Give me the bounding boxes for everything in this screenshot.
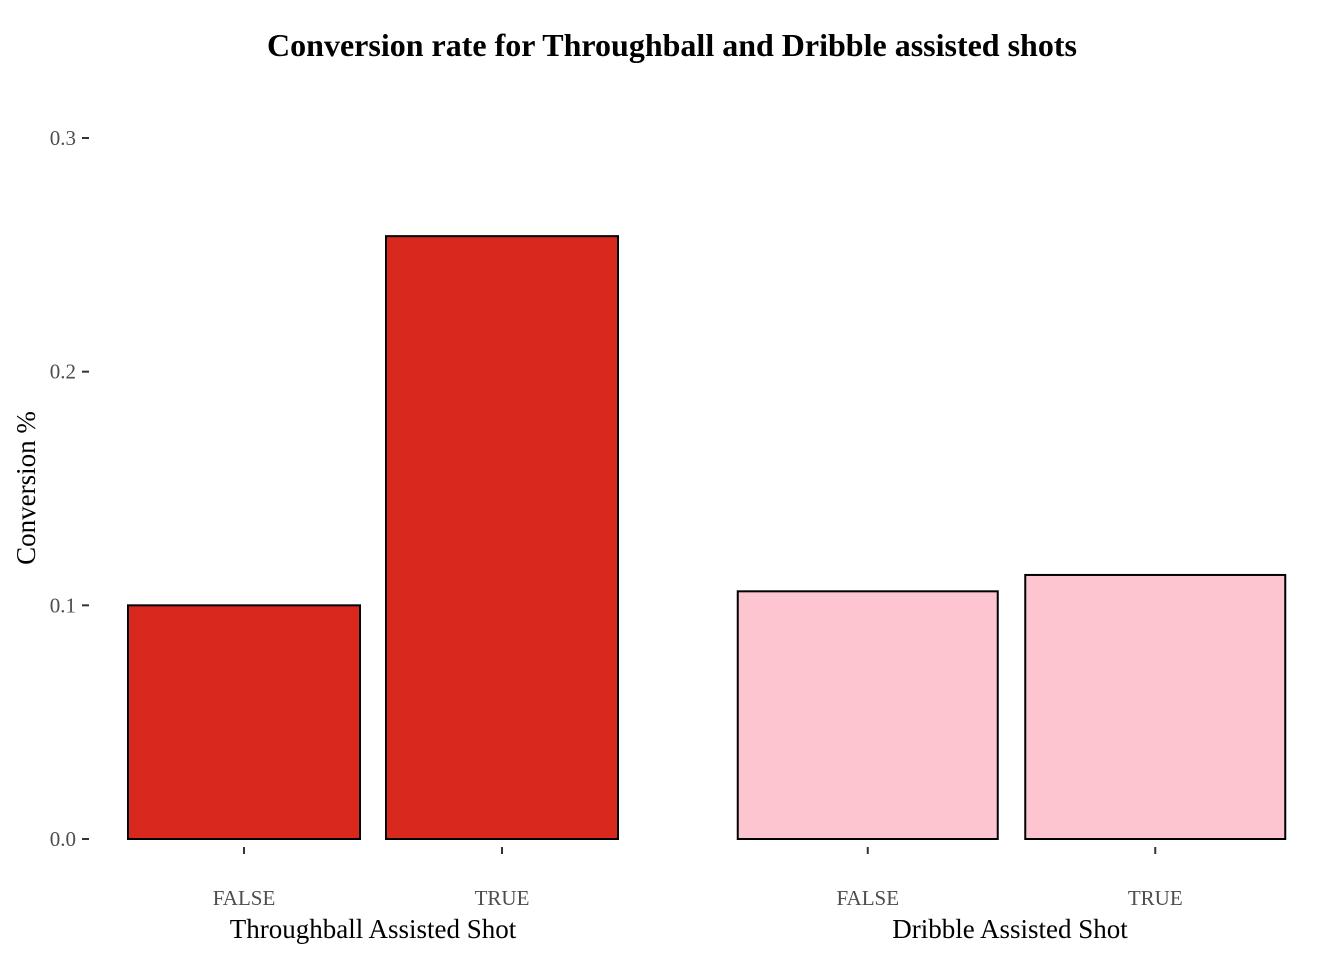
y-tick-label: 0.3 <box>50 126 76 150</box>
x-axis-title: Dribble Assisted Shot <box>892 914 1128 944</box>
panel-throughball: FALSE TRUE Throughball Assisted Shot <box>127 235 619 944</box>
bar-throughball-false <box>127 604 361 840</box>
y-tick-label: 0.0 <box>50 827 76 851</box>
y-axis: 0.0 0.1 0.2 0.3 <box>50 126 89 851</box>
y-axis-title: Conversion % <box>11 411 41 565</box>
bar-throughball-true <box>385 235 619 840</box>
x-axis-title: Throughball Assisted Shot <box>230 914 517 944</box>
x-tick-label: FALSE <box>213 886 276 910</box>
chart-title: Conversion rate for Throughball and Drib… <box>267 27 1077 63</box>
y-tick-label: 0.1 <box>50 593 76 617</box>
x-tick-label: FALSE <box>836 886 899 910</box>
y-tick-label: 0.2 <box>50 360 76 384</box>
bar-dribble-false <box>736 590 999 841</box>
bar-dribble-true <box>1024 573 1287 840</box>
x-tick-label: TRUE <box>1128 886 1183 910</box>
x-tick-label: TRUE <box>475 886 530 910</box>
